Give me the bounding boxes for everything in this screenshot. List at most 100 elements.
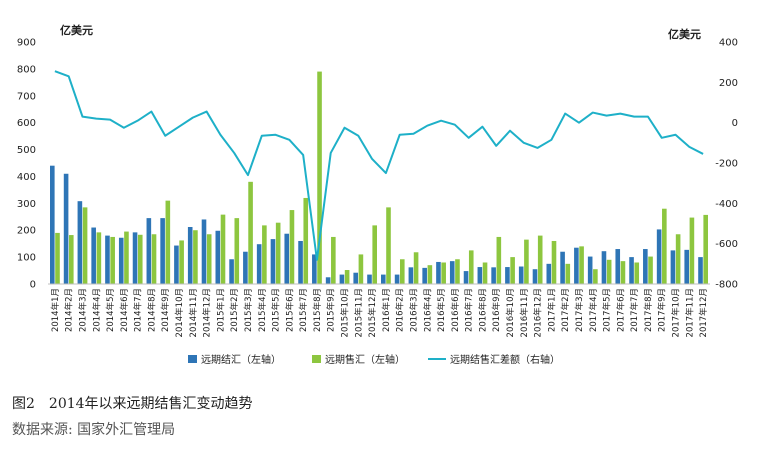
bar-forward-sale (551, 240, 557, 284)
x-tick-label: 2014年12月 (202, 288, 213, 337)
bar-forward-sale (496, 236, 502, 284)
bar-forward-sale (579, 246, 584, 284)
x-tick-label: 2015年2月 (229, 288, 240, 332)
bar-forward-sale (372, 225, 377, 284)
bar-forward-settlement (491, 267, 496, 284)
x-tick-label: 2015年10月 (340, 288, 351, 337)
bar-forward-sale (289, 210, 295, 284)
bar-forward-sale (344, 270, 350, 284)
bar-forward-sale (537, 235, 543, 284)
x-tick-label: 2015年3月 (243, 288, 254, 332)
x-tick-label: 2015年11月 (353, 288, 364, 337)
bar-forward-sale (248, 181, 253, 284)
x-tick-label: 2017年9月 (657, 288, 668, 332)
left-tick-label: 400 (17, 172, 36, 183)
bar-forward-settlement (477, 267, 483, 284)
left-tick-label: 900 (17, 38, 36, 49)
legend: 远期结汇（左轴） 远期售汇（左轴） 远期结售汇差额（右轴） (188, 353, 560, 366)
bar-forward-sale (262, 225, 267, 284)
line-net-balance (54, 70, 704, 261)
x-axis-labels: 2014年1月 2014年2月 2014年3月 2014年4月 2014年5月 2014年… (50, 288, 709, 337)
x-tick-label: 2016年8月 (477, 288, 488, 332)
x-tick-label: 2014年3月 (77, 288, 88, 332)
legend-swatch-settlement (188, 355, 197, 363)
bar-forward-settlement (518, 266, 524, 284)
x-tick-label: 2015年4月 (257, 288, 268, 332)
bar-forward-sale (703, 214, 708, 284)
bar-forward-settlement (560, 251, 565, 284)
bar-forward-sale (82, 207, 88, 284)
bar-forward-sale (524, 239, 529, 284)
bar-forward-settlement (50, 165, 55, 284)
figure-caption: 图2 2014年以来远期结售汇变动趋势 (12, 393, 253, 413)
bar-forward-settlement (284, 233, 290, 284)
bar-forward-settlement (298, 240, 303, 284)
line-series (54, 70, 704, 261)
x-tick-label: 2016年10月 (505, 288, 516, 337)
bar-forward-settlement (422, 267, 427, 284)
x-tick-label: 2017年3月 (574, 288, 585, 332)
bar-forward-sale (179, 240, 184, 284)
x-tick-label: 2015年5月 (271, 288, 282, 332)
bar-forward-settlement (449, 261, 455, 284)
bar-forward-settlement (463, 271, 469, 284)
bar-forward-sale (124, 231, 129, 284)
bar-forward-sale (662, 208, 667, 284)
bar-forward-sale (206, 234, 212, 284)
bar-forward-sale (565, 263, 571, 284)
bar-forward-settlement (215, 230, 221, 284)
right-axis-unit: 亿美元 (668, 27, 701, 41)
bar-series (50, 71, 708, 284)
x-tick-label: 2014年4月 (91, 288, 102, 332)
x-tick-label: 2014年7月 (133, 288, 144, 332)
bar-forward-sale (317, 71, 322, 284)
bar-forward-sale (413, 252, 419, 284)
x-tick-label: 2016年3月 (408, 288, 419, 332)
bar-forward-settlement (670, 250, 676, 284)
bar-forward-settlement (270, 239, 276, 284)
bar-forward-sale (193, 230, 198, 284)
bar-forward-settlement (77, 201, 83, 284)
bar-forward-sale (675, 234, 681, 284)
bar-forward-settlement (574, 247, 579, 284)
bar-forward-sale (234, 218, 240, 284)
x-tick-label: 2016年11月 (519, 288, 530, 337)
bar-forward-sale (151, 234, 157, 284)
x-tick-label: 2014年11月 (188, 288, 199, 337)
x-tick-label: 2015年6月 (284, 288, 295, 332)
legend-label: 远期售汇（左轴） (325, 353, 405, 366)
x-tick-label: 2016年2月 (395, 288, 406, 332)
x-tick-label: 2017年6月 (615, 288, 626, 332)
x-tick-label: 2015年12月 (367, 288, 378, 337)
left-tick-label: 600 (17, 118, 36, 129)
x-tick-label: 2017年10月 (671, 288, 682, 337)
bar-forward-settlement (174, 245, 179, 284)
left-tick-label: 200 (17, 226, 36, 237)
right-tick-label: -600 (715, 239, 738, 250)
x-tick-label: 2016年7月 (464, 288, 475, 332)
bar-forward-settlement (339, 274, 345, 284)
bar-forward-settlement (615, 249, 621, 284)
bar-forward-settlement (656, 229, 662, 284)
bar-forward-settlement (408, 267, 414, 284)
left-tick-label: 800 (17, 64, 36, 75)
bar-forward-settlement (381, 274, 386, 284)
bar-forward-sale (455, 259, 460, 284)
bar-forward-sale (441, 262, 446, 284)
bar-forward-settlement (505, 267, 510, 284)
right-tick-label: -200 (715, 159, 738, 170)
bar-forward-settlement (367, 274, 372, 284)
bar-forward-sale (482, 262, 488, 284)
bar-forward-settlement (105, 235, 110, 284)
x-tick-label: 2017年11月 (684, 288, 695, 337)
bar-forward-settlement (256, 244, 262, 284)
x-tick-label: 2016年1月 (381, 288, 392, 332)
x-tick-label: 2016年6月 (450, 288, 461, 332)
right-axis-ticks: -800 -600 -400 -200 0 200 400 (715, 38, 738, 291)
left-tick-label: 700 (17, 91, 36, 102)
x-tick-label: 2014年8月 (146, 288, 157, 332)
bar-forward-settlement (629, 257, 634, 284)
x-tick-label: 2017年4月 (588, 288, 599, 332)
right-tick-label: 200 (719, 78, 738, 89)
bar-forward-settlement (160, 218, 165, 284)
